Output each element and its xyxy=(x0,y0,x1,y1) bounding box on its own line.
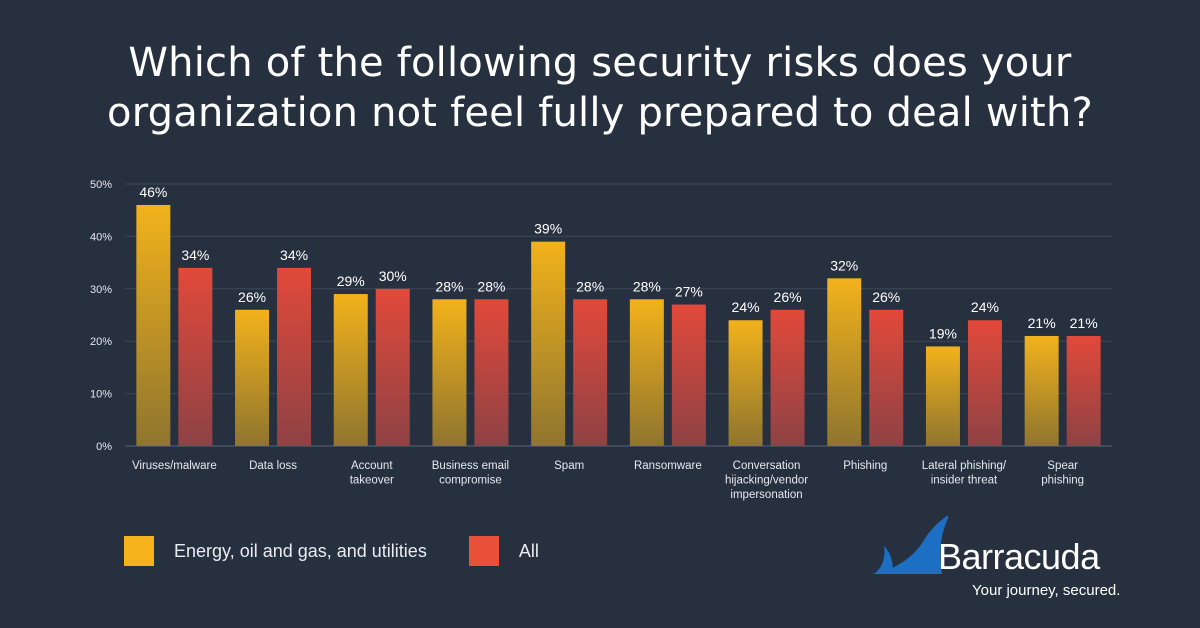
bar-all xyxy=(671,304,706,446)
x-tick-label: Viruses/malware xyxy=(132,460,217,472)
x-tick-label: Data loss xyxy=(249,460,297,472)
barracuda-fin-icon xyxy=(870,515,948,574)
title-line-2: organization not feel fully prepared to … xyxy=(107,90,1093,136)
x-tick-label-line: Spam xyxy=(554,460,584,472)
x-tick-label: Ransomware xyxy=(634,460,702,472)
x-tick-label: Conversation hijacking/vendor impersonatio… xyxy=(725,460,808,501)
x-tick-label: Spam xyxy=(554,460,584,472)
data-label-energy: 24% xyxy=(732,299,760,315)
bar-energy xyxy=(1024,335,1059,446)
x-tick-label-line: takeover xyxy=(350,475,394,487)
bar-all xyxy=(869,309,904,446)
y-tick-label: 30% xyxy=(90,284,112,296)
x-axis: Viruses/malware Data loss Account takeover B… xyxy=(132,460,1084,501)
brand-name: Barracuda xyxy=(938,536,1100,577)
y-tick-label: 20% xyxy=(90,336,112,348)
bar-energy xyxy=(728,320,763,446)
x-tick-label-line: Viruses/malware xyxy=(132,460,217,472)
data-label-all: 28% xyxy=(477,278,505,294)
data-label-energy: 28% xyxy=(633,278,661,294)
x-tick-label: Business email compromise xyxy=(432,460,509,487)
bar-energy xyxy=(925,346,960,446)
y-tick-label: 0% xyxy=(96,441,112,453)
legend: Energy, oil and gas, and utilities All xyxy=(124,536,581,566)
legend-item-all: All xyxy=(468,536,539,566)
data-label-all: 27% xyxy=(675,284,703,300)
data-label-all: 30% xyxy=(379,268,407,284)
barracuda-logo: Barracuda Your journey, secured. xyxy=(868,512,1128,602)
legend-swatch-energy xyxy=(124,536,154,566)
bar-all xyxy=(277,267,312,446)
x-tick-label: Lateral phishing/insider threat xyxy=(922,460,1007,487)
data-label-all: 26% xyxy=(774,289,802,305)
data-label-energy: 39% xyxy=(534,221,562,237)
bar-energy xyxy=(235,309,270,446)
y-axis: 0% 10% 20% 30% 40% 50% xyxy=(90,179,112,453)
bars xyxy=(136,204,1101,446)
data-label-all: 21% xyxy=(1070,315,1098,331)
x-tick-label-line: hijacking/vendor xyxy=(725,475,808,487)
x-tick-label-line: Ransomware xyxy=(634,460,702,472)
legend-item-energy: Energy, oil and gas, and utilities xyxy=(124,536,427,566)
data-label-all: 28% xyxy=(576,278,604,294)
data-label-energy: 29% xyxy=(337,273,365,289)
bar-all xyxy=(573,299,608,446)
brand-tagline: Your journey, secured. xyxy=(972,582,1121,599)
bar-energy xyxy=(432,299,467,446)
data-label-energy: 32% xyxy=(830,257,858,273)
x-tick-label-line: Account xyxy=(351,460,393,472)
x-tick-label-line: insider threat xyxy=(931,475,998,487)
bar-all xyxy=(474,299,509,446)
data-label-energy: 19% xyxy=(929,325,957,341)
x-tick-label: Spear phishing xyxy=(1041,460,1084,487)
bar-energy xyxy=(333,294,368,446)
x-tick-label: Account takeover xyxy=(350,460,394,487)
x-tick-label-line: Phishing xyxy=(843,460,887,472)
bar-all xyxy=(178,267,213,446)
data-label-all: 34% xyxy=(280,247,308,263)
title-line-1: Which of the following security risks do… xyxy=(128,40,1072,86)
x-tick-label-line: Spear xyxy=(1047,460,1078,472)
x-tick-label-line: compromise xyxy=(439,475,502,487)
data-label-energy: 21% xyxy=(1028,315,1056,331)
bar-energy xyxy=(629,299,664,446)
y-tick-label: 10% xyxy=(90,389,112,401)
data-label-all: 26% xyxy=(872,289,900,305)
x-tick-label-line: Conversation xyxy=(733,460,801,472)
chart-title: Which of the following security risks do… xyxy=(0,38,1200,138)
x-tick-label-line: impersonation xyxy=(730,489,802,501)
bar-all xyxy=(375,288,410,446)
x-tick-label: Phishing xyxy=(843,460,887,472)
data-label-all: 24% xyxy=(971,299,999,315)
bar-energy xyxy=(827,278,862,446)
x-tick-label-line: Lateral phishing/ xyxy=(922,460,1007,472)
y-tick-label: 50% xyxy=(90,179,112,191)
x-tick-label-line: phishing xyxy=(1041,475,1084,487)
x-tick-label-line: Data loss xyxy=(249,460,297,472)
data-labels: 46% 34% 26% 34% 29% 30% 28% 28% 39% 28% 28% 27% 24% 2… xyxy=(139,184,1097,341)
data-label-all: 34% xyxy=(181,247,209,263)
legend-label-all: All xyxy=(518,540,539,561)
bar-all xyxy=(967,320,1002,446)
data-label-energy: 46% xyxy=(139,184,167,200)
x-tick-label-line: Business email xyxy=(432,460,509,472)
legend-swatch-all xyxy=(468,536,499,566)
bar-energy xyxy=(531,241,566,446)
data-label-energy: 28% xyxy=(435,278,463,294)
gridlines xyxy=(125,183,1112,447)
legend-label-energy: Energy, oil and gas, and utilities xyxy=(174,540,427,561)
bar-all xyxy=(770,309,805,446)
data-label-energy: 26% xyxy=(238,289,266,305)
bar-all xyxy=(1066,335,1101,446)
y-tick-label: 40% xyxy=(90,231,112,243)
bar-energy xyxy=(136,204,171,446)
